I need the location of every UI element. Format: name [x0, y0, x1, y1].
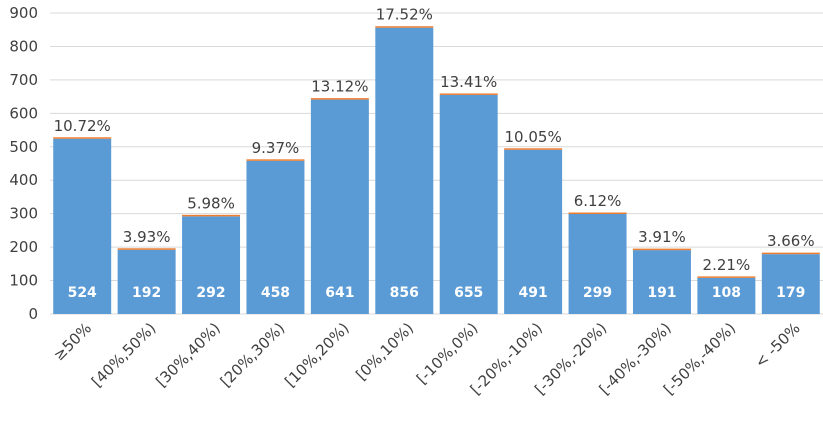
- x-tick-label: [-10%,0%): [413, 319, 482, 388]
- bar-cap: [117, 248, 176, 250]
- y-tick-label: 800: [9, 37, 38, 55]
- bar-percent-label: 5.98%: [187, 194, 235, 212]
- bar-value-label: 299: [583, 285, 612, 301]
- bar-percent-label: 6.12%: [574, 192, 622, 210]
- bar-percent-label: 17.52%: [376, 6, 433, 24]
- bar-cap: [632, 248, 691, 251]
- bar-cap: [504, 148, 563, 150]
- bar-value-label: 191: [647, 285, 676, 301]
- bar-percent-label: 3.91%: [638, 228, 686, 246]
- bar: [761, 254, 820, 314]
- bar-percent-label: 9.37%: [252, 139, 300, 157]
- gridlines: [50, 12, 823, 315]
- bar: [504, 149, 563, 314]
- bar-percent-label: 10.72%: [54, 117, 111, 135]
- bar-cap: [375, 26, 434, 28]
- x-tick-label: [10%,20%): [281, 319, 353, 391]
- y-tick-label: 700: [9, 71, 38, 89]
- y-tick-label: 400: [9, 171, 38, 189]
- bars: [53, 26, 820, 315]
- bar-cap: [310, 98, 369, 100]
- y-tick-label: 300: [9, 205, 38, 223]
- bar-percent-label: 3.66%: [767, 232, 815, 250]
- bar-percent-label: 10.05%: [505, 128, 562, 146]
- bar: [439, 94, 498, 314]
- bar: [568, 214, 627, 314]
- y-axis-ticks: 0 100 200 300 400 500 600 700 800 900: [9, 4, 38, 323]
- bar-cap: [182, 214, 241, 217]
- y-tick-label: 600: [9, 104, 38, 122]
- y-tick-label: 0: [28, 305, 38, 323]
- bar-percent-label: 13.41%: [440, 73, 497, 91]
- bar-percent-label: 13.12%: [311, 78, 368, 96]
- bar-value-label: 655: [454, 285, 483, 301]
- bar-value-label: 108: [712, 285, 741, 301]
- x-tick-label: < -50%: [751, 319, 803, 371]
- bar-value-label: 524: [68, 285, 97, 301]
- data-labels: 524 10.72% 192 3.93% 292 5.98% 458 9.37% 641 13.1…: [54, 6, 815, 301]
- x-tick-label: [40%,50%): [88, 319, 160, 391]
- bar: [697, 277, 756, 314]
- bar-cap: [246, 159, 305, 161]
- bar: [310, 99, 369, 314]
- bar-value-label: 192: [132, 285, 161, 301]
- y-tick-label: 100: [9, 272, 38, 290]
- bar-value-label: 641: [325, 285, 354, 301]
- y-tick-label: 500: [9, 138, 38, 156]
- bar: [375, 27, 434, 315]
- bar-cap: [439, 93, 498, 95]
- bar: [53, 138, 112, 314]
- bar-percent-label: 3.93%: [123, 228, 171, 246]
- bar-value-label: 491: [519, 285, 548, 301]
- bar-value-label: 292: [196, 285, 225, 301]
- bar: [246, 160, 305, 314]
- bar-value-label: 179: [776, 285, 805, 301]
- bar: [632, 250, 691, 314]
- bar-value-label: 856: [390, 285, 419, 301]
- y-tick-label: 900: [9, 4, 38, 22]
- x-tick-label: [20%,30%): [217, 319, 289, 391]
- x-tick-label: ≥50%: [50, 319, 95, 364]
- x-tick-label: [30%,40%): [152, 319, 224, 391]
- bar-cap: [568, 212, 627, 215]
- bar-cap: [761, 252, 820, 255]
- bar-value-label: 458: [261, 285, 290, 301]
- bar-cap: [53, 137, 112, 139]
- bar: [182, 216, 241, 314]
- bar-cap: [697, 276, 756, 278]
- bar: [117, 249, 176, 314]
- bar-percent-label: 2.21%: [703, 256, 751, 274]
- x-tick-label: [0%,10%): [352, 319, 417, 384]
- y-tick-label: 200: [9, 238, 38, 256]
- x-axis-ticks: ≥50%[40%,50%)[30%,40%)[20%,30%)[10%,20%)…: [50, 319, 804, 398]
